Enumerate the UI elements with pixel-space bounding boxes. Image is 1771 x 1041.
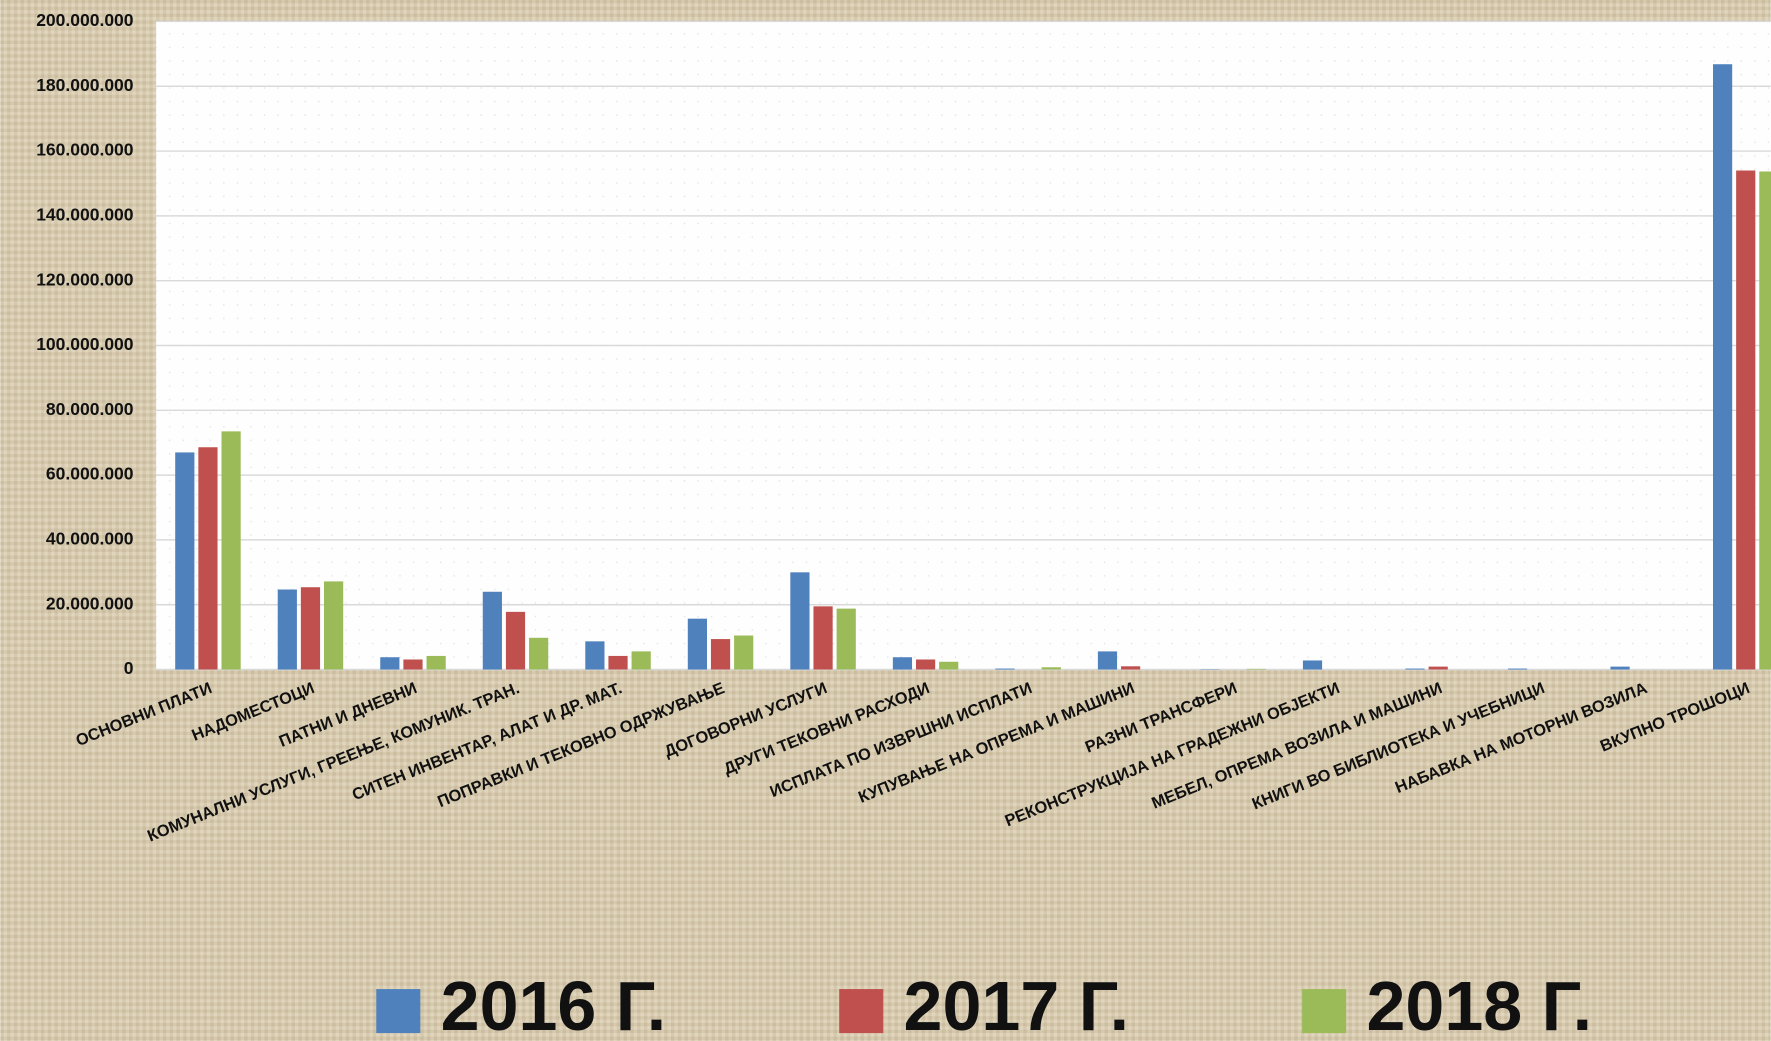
bar [1097,651,1118,670]
bar [324,581,344,670]
y-tick-label: 20.000.000 [46,593,134,613]
bar [892,657,913,670]
bar [939,661,959,670]
bar [1712,64,1733,670]
bar [1121,666,1141,670]
legend-swatch [1302,989,1347,1034]
bar [1405,668,1425,670]
bar [1736,170,1756,670]
bar [426,655,446,670]
bar [813,606,833,670]
bar [995,668,1015,670]
y-tick-label: 200.000.000 [36,10,134,30]
bar [734,635,754,670]
bar [198,447,218,670]
bar [482,591,502,670]
bar [790,572,810,670]
bar [585,641,605,670]
bar [1302,660,1323,670]
bar [836,608,856,670]
y-tick-label: 40.000.000 [46,529,134,549]
y-tick-label: 0 [124,658,134,678]
y-tick-label: 120.000.000 [36,269,134,289]
bar [1041,667,1061,670]
bar [1759,171,1771,670]
bar [710,639,731,670]
y-tick-label: 60.000.000 [46,464,134,484]
bar [1428,666,1448,670]
bar [221,431,241,670]
bar [687,618,707,670]
legend-label: 2017 Г. [904,967,1130,1041]
bar [175,452,195,670]
bar [915,659,936,670]
y-tick-label: 180.000.000 [36,75,134,95]
bar [529,637,549,670]
y-tick-label: 100.000.000 [36,334,134,354]
y-tick-label: 160.000.000 [36,140,134,160]
bar [1610,666,1630,670]
y-tick-label: 140.000.000 [36,205,134,225]
bar [1507,668,1528,670]
bar [277,589,297,670]
bar [631,651,651,670]
bar [1246,668,1266,670]
bar [300,587,321,670]
legend-label: 2016 Г. [441,967,667,1041]
bar [608,655,628,670]
legend-label: 2018 Г. [1366,967,1592,1041]
y-tick-label: 80.000.000 [46,399,134,419]
legend-swatch [376,989,421,1034]
legend-swatch [839,989,884,1034]
bar [505,611,526,670]
bar [380,657,400,670]
bar [403,659,423,670]
